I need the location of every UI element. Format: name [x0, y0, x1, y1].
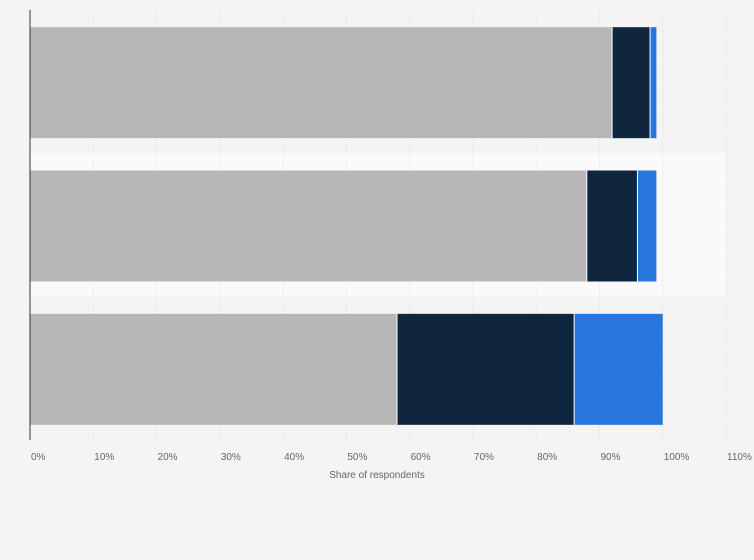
x-tick-label: 10%	[94, 452, 114, 463]
x-tick-label: 80%	[537, 452, 557, 463]
bar-segment-row1-series2[interactable]	[612, 27, 651, 139]
x-tick-label: 40%	[284, 452, 304, 463]
bar-segment-row3-series2[interactable]	[396, 313, 575, 425]
bar-segment-row2-series2[interactable]	[586, 170, 638, 282]
x-tick-label: 110%	[727, 452, 752, 463]
x-tick-label: 100%	[664, 452, 690, 463]
x-axis-title: Share of respondents	[329, 470, 425, 481]
bar-segment-row3-series1[interactable]	[30, 313, 397, 425]
x-tick-label: 50%	[347, 452, 367, 463]
x-tick-label: 30%	[221, 452, 241, 463]
x-tick-label: 0%	[31, 452, 46, 463]
bar-segment-row1-series1[interactable]	[30, 27, 613, 139]
x-tick-label: 70%	[474, 452, 494, 463]
x-tick-labels: 0% 10% 20% 30% 40% 50% 60% 70% 80% 90% 100% 110%	[31, 452, 752, 463]
bars	[30, 27, 663, 425]
bar-segment-row1-series3[interactable]	[650, 27, 657, 139]
x-tick-label: 20%	[158, 452, 178, 463]
bar-segment-row3-series3[interactable]	[574, 313, 663, 425]
bar-segment-row2-series1[interactable]	[30, 170, 587, 282]
x-tick-label: 90%	[600, 452, 620, 463]
x-tick-label: 60%	[411, 452, 431, 463]
bar-segment-row2-series3[interactable]	[637, 170, 657, 282]
